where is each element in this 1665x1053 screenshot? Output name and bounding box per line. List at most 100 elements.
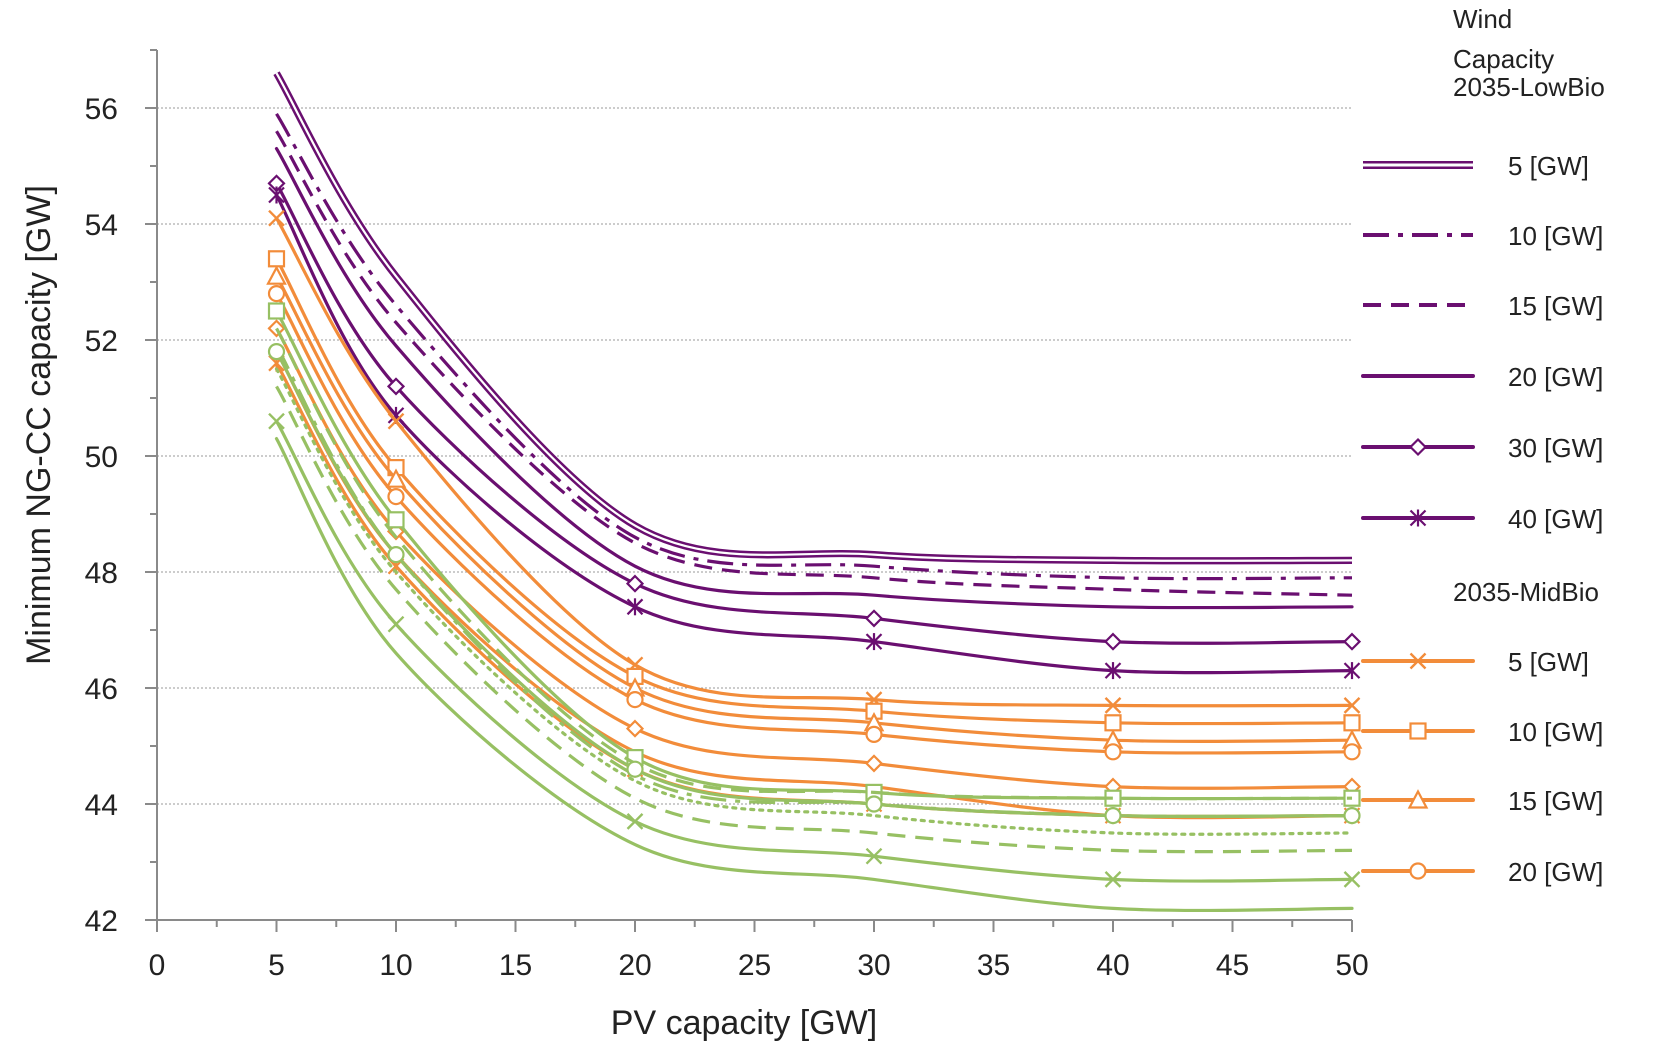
- legend-label: 40 [GW]: [1508, 504, 1603, 534]
- series-line: [275, 385, 1353, 854]
- data-point: [626, 760, 644, 778]
- legend-label: 5 [GW]: [1508, 151, 1589, 181]
- series-6: [268, 186, 1361, 680]
- gridlines: [157, 107, 1352, 805]
- data-point: [1343, 697, 1361, 714]
- data-point: [1343, 662, 1361, 680]
- data-point: [1104, 697, 1122, 714]
- x-axis-title: PV capacity [GW]: [611, 1004, 877, 1042]
- data-point: [387, 488, 405, 506]
- data-point: [1104, 662, 1122, 680]
- series-line: [274, 292, 1354, 755]
- axes: [145, 49, 1353, 932]
- series-line: [274, 437, 1354, 913]
- data-point: [387, 615, 405, 633]
- legend-entry: 5 [GW]: [1361, 647, 1589, 677]
- series-line: [274, 367, 1354, 836]
- series-1: [273, 71, 1353, 565]
- series-11: [267, 319, 1362, 796]
- legend-title: 2035-LowBio: [1453, 72, 1605, 102]
- legend-marker: [1409, 509, 1427, 527]
- y-tick-label: 48: [85, 557, 118, 590]
- data-point: [1103, 632, 1123, 651]
- x-tick-label: 15: [499, 949, 532, 982]
- data-point: [386, 377, 406, 396]
- series-line: [274, 350, 1354, 820]
- legend-title: Wind: [1453, 4, 1512, 34]
- series-20: [268, 412, 1361, 888]
- data-point: [268, 412, 285, 430]
- x-tick-label: 50: [1335, 949, 1368, 982]
- legend-group-title: 2035-MidBio: [1453, 577, 1599, 607]
- series-2: [275, 112, 1353, 581]
- legend-label: 15 [GW]: [1508, 786, 1603, 816]
- x-tick-label: 40: [1096, 949, 1129, 982]
- y-tick-label: 56: [85, 93, 118, 126]
- y-tick-label: 42: [85, 905, 118, 938]
- data-point: [267, 343, 286, 361]
- data-point: [1343, 743, 1361, 761]
- y-tick-label: 46: [85, 673, 118, 706]
- series-line: [273, 71, 1353, 565]
- series-line: [274, 147, 1354, 610]
- legend-entry: 10 [GW]: [1361, 717, 1603, 747]
- data-point: [626, 690, 644, 709]
- series-line: [275, 112, 1353, 581]
- series-line: [274, 216, 1354, 708]
- series-line-inner: [275, 72, 1353, 562]
- data-point: [1343, 714, 1361, 732]
- legend-label: 30 [GW]: [1508, 433, 1603, 463]
- series-5: [267, 174, 1362, 651]
- data-point: [267, 302, 286, 320]
- series-12: [274, 350, 1354, 820]
- series-10: [267, 285, 1361, 761]
- x-tick-label: 25: [738, 949, 771, 982]
- legend-entry: 20 [GW]: [1361, 362, 1603, 392]
- x-tick-label: 45: [1216, 949, 1249, 982]
- series-line: [275, 345, 1353, 819]
- y-tick-label: 54: [85, 209, 118, 242]
- data-point: [864, 609, 884, 628]
- data-point: [268, 186, 285, 204]
- data-point: [268, 209, 285, 227]
- data-point: [865, 725, 883, 744]
- y-tick-label: 50: [85, 441, 118, 474]
- series-line: [274, 326, 1354, 790]
- y-tick-label: 44: [85, 789, 118, 822]
- data-point: [1342, 632, 1362, 651]
- x-tick-label: 35: [977, 949, 1010, 982]
- series-line: [274, 181, 1354, 645]
- data-point: [626, 598, 644, 616]
- data-point: [1104, 743, 1122, 761]
- data-point: [1343, 871, 1361, 888]
- series-line: [275, 130, 1353, 597]
- series-17: [267, 343, 1361, 825]
- data-point: [864, 754, 884, 773]
- series-16: [275, 345, 1353, 819]
- data-point: [1104, 871, 1122, 888]
- data-point: [1104, 806, 1122, 825]
- legend-entry: 20 [GW]: [1361, 857, 1603, 887]
- series-line: [274, 350, 1354, 819]
- data-point: [626, 813, 644, 830]
- legend-entry: 30 [GW]: [1361, 433, 1603, 463]
- data-point: [625, 719, 645, 738]
- series-4: [274, 147, 1354, 610]
- series-15: [275, 327, 1353, 801]
- data-point: [387, 511, 405, 529]
- data-point: [387, 545, 405, 564]
- series-line: [274, 193, 1354, 675]
- legend-label: 20 [GW]: [1508, 857, 1603, 887]
- legend-marker: [1407, 789, 1429, 809]
- series-line: [274, 274, 1354, 744]
- legend-label: 10 [GW]: [1508, 221, 1603, 251]
- legend-entry: 15 [GW]: [1361, 786, 1603, 816]
- legend-label: 5 [GW]: [1508, 647, 1589, 677]
- y-tick-label: 52: [85, 325, 118, 358]
- data-point: [625, 574, 645, 593]
- y-axis-title: Minimum NG-CC capacity [GW]: [20, 185, 58, 665]
- legend-title: Capacity: [1453, 44, 1554, 74]
- data-point: [267, 285, 286, 303]
